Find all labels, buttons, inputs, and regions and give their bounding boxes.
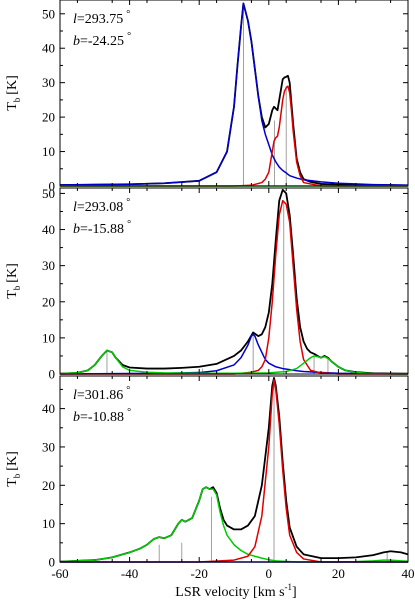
y-tick-label: 30	[42, 75, 55, 90]
series-line	[60, 199, 408, 375]
series-line	[59, 2, 409, 187]
series-line	[59, 349, 409, 375]
y-axis-label-symbol: T	[5, 102, 20, 111]
degree-symbol: °	[126, 385, 130, 396]
x-tick-label: 0	[266, 566, 273, 581]
y-tick-label: 10	[42, 144, 55, 159]
y-axis-label-subscript: b	[12, 285, 22, 290]
y-tick-label: 10	[42, 330, 55, 345]
degree-symbol: °	[127, 219, 131, 230]
y-tick-label: 20	[42, 110, 55, 125]
x-tick-label: 40	[402, 566, 415, 581]
coordinate-annotation: b=-24.25 °	[73, 31, 131, 49]
plot-frame	[59, 0, 409, 187]
coordinate-letter: l	[73, 388, 77, 403]
coordinate-letter: b	[73, 410, 80, 425]
y-tick-label: 40	[42, 41, 55, 56]
y-axis-label-subscript: b	[12, 97, 22, 102]
y-axis-label-unit: [K]	[5, 75, 20, 94]
coordinate-value: =293.75	[77, 12, 123, 27]
series-line	[60, 85, 408, 187]
coordinate-value: =-24.25	[80, 34, 124, 49]
y-axis-label: Tb [K]	[5, 263, 22, 299]
degree-symbol: °	[127, 407, 131, 418]
coordinate-value: =-15.88	[80, 222, 124, 237]
x-axis-label-end: ]	[292, 585, 297, 600]
x-tick-label: 20	[332, 566, 345, 581]
y-tick-label: 20	[42, 294, 55, 309]
coordinate-letter: l	[73, 200, 77, 215]
y-tick-label: 40	[42, 401, 55, 416]
plot-area	[60, 0, 408, 186]
degree-symbol: °	[126, 197, 130, 208]
y-tick-label: 10	[42, 516, 55, 531]
series-line	[60, 379, 408, 563]
y-tick-label: 40	[42, 222, 55, 237]
y-axis-label-symbol: T	[5, 290, 20, 299]
coordinate-letter: b	[73, 34, 80, 49]
series-line	[59, 333, 409, 375]
coordinate-letter: b	[73, 222, 80, 237]
y-tick-label: 50	[42, 6, 55, 21]
y-axis-label-unit: [K]	[5, 263, 20, 282]
coordinate-annotation: l=293.75 °	[73, 9, 130, 27]
x-tick-label: -40	[121, 566, 138, 581]
x-axis-label-superscript: -1	[285, 582, 293, 592]
coordinate-value: =-10.88	[80, 410, 124, 425]
y-tick-label: 0	[49, 179, 56, 194]
y-tick-label: 20	[42, 478, 55, 493]
y-axis-label-subscript: b	[12, 473, 22, 478]
y-tick-label: 30	[42, 258, 55, 273]
coordinate-letter: l	[73, 12, 77, 27]
degree-symbol: °	[127, 31, 131, 42]
x-axis-label: LSR velocity [km s-1]	[175, 582, 296, 600]
y-axis-label: Tb [K]	[5, 451, 22, 487]
plot-frame	[59, 187, 409, 375]
coordinate-annotation: b=-10.88 °	[73, 407, 131, 425]
degree-symbol: °	[126, 9, 130, 20]
y-axis-label-symbol: T	[5, 478, 20, 487]
coordinate-value: =293.08	[77, 200, 123, 215]
y-tick-label: 0	[49, 367, 56, 382]
coordinate-value: =301.86	[77, 388, 123, 403]
coordinate-annotation: l=301.86 °	[73, 385, 130, 403]
plot-area	[60, 376, 408, 562]
y-axis-label: Tb [K]	[5, 75, 22, 111]
y-axis-label-unit: [K]	[5, 451, 20, 470]
y-tick-label: 50	[42, 186, 55, 201]
x-tick-label: -60	[51, 566, 68, 581]
plot-area	[60, 188, 408, 374]
y-tick-label: 30	[42, 439, 55, 454]
coordinate-annotation: l=293.08 °	[73, 197, 130, 215]
x-tick-label: -20	[191, 566, 208, 581]
coordinate-annotation: b=-15.88 °	[73, 219, 131, 237]
plot-frame	[59, 375, 409, 563]
y-tick-label: 0	[49, 555, 56, 570]
x-axis-tick-labels: -60 -40 -20 0 20 40	[51, 566, 414, 581]
